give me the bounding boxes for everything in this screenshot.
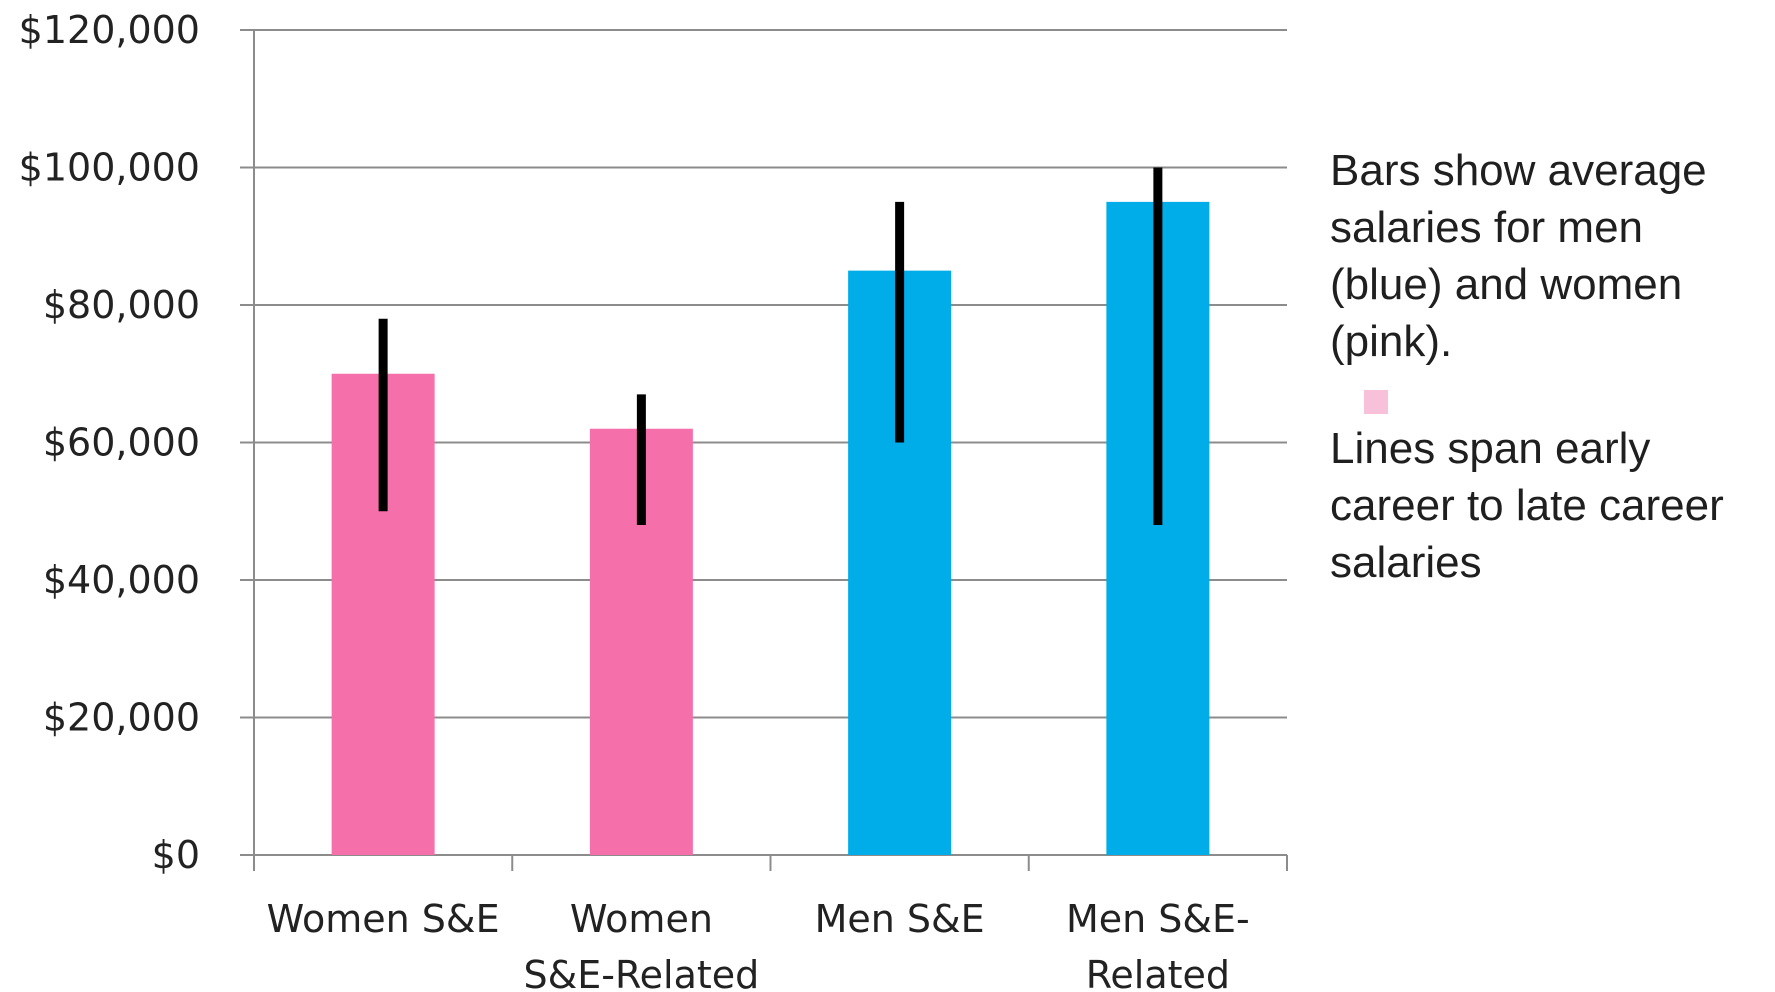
x-category-label: S&E-Related [523, 953, 759, 992]
y-tick-label: $120,000 [19, 8, 200, 52]
y-tick-label: $20,000 [43, 696, 200, 740]
chart-annotation: Bars show average salaries for men (blue… [1330, 142, 1760, 591]
y-tick-label: $100,000 [19, 146, 200, 190]
x-category-label: Women [570, 897, 713, 941]
y-tick-label: $80,000 [43, 283, 200, 327]
y-tick-label: $40,000 [43, 558, 200, 602]
x-category-label: Women S&E [267, 897, 500, 941]
y-tick-label: $60,000 [43, 421, 200, 465]
x-category-label: Related [1086, 953, 1230, 992]
legend-swatch-icon [1364, 390, 1388, 414]
annotation-bars-text: Bars show average salaries for men (blue… [1330, 146, 1707, 366]
y-tick-label: $0 [152, 833, 200, 877]
x-category-label: Men S&E [815, 897, 985, 941]
x-category-label: Men S&E- [1066, 897, 1250, 941]
annotation-lines-text: Lines span early career to late career s… [1330, 424, 1724, 587]
